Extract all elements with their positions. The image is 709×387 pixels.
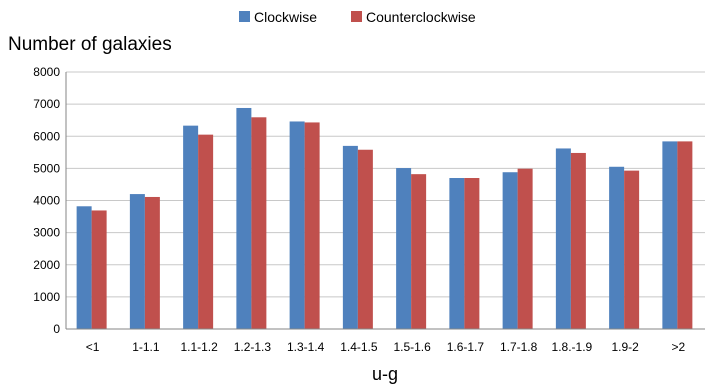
bar-clockwise <box>342 145 358 329</box>
legend-label-clockwise: Clockwise <box>254 9 317 25</box>
y-tick-label: 6000 <box>33 129 60 143</box>
x-tick-label: 1.5-1.6 <box>393 340 431 354</box>
x-axis-label: u-g <box>372 364 398 384</box>
y-tick-label: 3000 <box>33 226 60 240</box>
y-tick-label: 5000 <box>33 161 60 175</box>
bars <box>76 107 693 330</box>
x-tick-label: 1.1-1.2 <box>180 340 218 354</box>
bar-counterclockwise <box>677 141 693 329</box>
x-tick-label: <1 <box>86 340 100 354</box>
bar-counterclockwise <box>144 196 160 329</box>
bar-counterclockwise <box>304 122 320 329</box>
bar-counterclockwise <box>624 170 640 329</box>
bar-counterclockwise <box>357 149 373 329</box>
x-tick-label: 1.8.-1.9 <box>552 340 593 354</box>
bar-counterclockwise <box>570 152 586 329</box>
x-tick-label: 1-1.1 <box>132 340 160 354</box>
bar-counterclockwise <box>251 117 267 329</box>
legend-swatch-clockwise <box>239 11 250 22</box>
gridlines <box>66 71 705 298</box>
x-tick-label: 1.9-2 <box>611 340 639 354</box>
bar-counterclockwise <box>464 178 480 329</box>
x-tick-labels: <1 1-1.1 1.1-1.2 1.2-1.3 1.3-1.4 1.4-1.5 1.5-1… <box>86 340 686 354</box>
bar-clockwise <box>396 168 412 329</box>
y-tick-label: 7000 <box>33 97 60 111</box>
y-tick-labels: 0 1000 2000 3000 4000 5000 6000 7000 8000 <box>33 65 60 336</box>
bar-clockwise <box>129 194 145 329</box>
x-tick-label: 1.3-1.4 <box>287 340 325 354</box>
bar-counterclockwise <box>517 168 533 329</box>
legend-label-counterclockwise: Counterclockwise <box>366 9 476 25</box>
y-tick-label: 8000 <box>33 65 60 79</box>
x-tick-label: 1.6-1.7 <box>447 340 485 354</box>
bar-counterclockwise <box>91 210 107 329</box>
bar-counterclockwise <box>198 134 214 329</box>
x-tick-label: 1.7-1.8 <box>500 340 538 354</box>
bar-clockwise <box>76 206 92 329</box>
x-tick-label: >2 <box>672 340 686 354</box>
bar-clockwise <box>609 166 625 329</box>
y-axis-label: Number of galaxies <box>8 34 172 55</box>
bar-clockwise <box>555 148 571 329</box>
y-tick-label: 4000 <box>33 194 60 208</box>
bar-clockwise <box>662 141 678 329</box>
y-tick-label: 0 <box>53 322 60 336</box>
x-tick-label: 1.2-1.3 <box>234 340 272 354</box>
bar-clockwise <box>289 121 305 329</box>
bar-clockwise <box>449 178 465 329</box>
bar-counterclockwise <box>411 174 427 329</box>
x-tick-label: 1.4-1.5 <box>340 340 378 354</box>
y-tick-label: 2000 <box>33 258 60 272</box>
bar-clockwise <box>236 107 252 329</box>
y-tick-label: 1000 <box>33 290 60 304</box>
bar-clockwise <box>183 125 199 330</box>
legend: Clockwise Counterclockwise <box>239 9 476 25</box>
bar-clockwise <box>502 172 518 329</box>
legend-swatch-counterclockwise <box>351 11 362 22</box>
